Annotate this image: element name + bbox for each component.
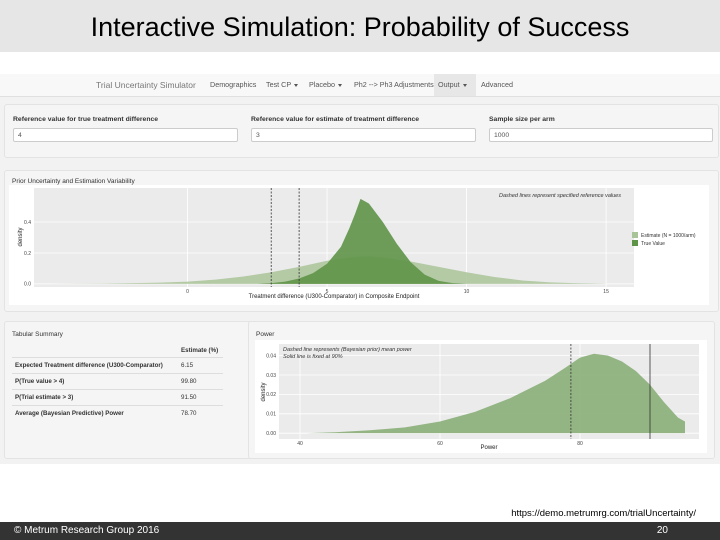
- caret-down-icon: [337, 83, 342, 87]
- true-diff-input[interactable]: 4: [13, 128, 238, 142]
- nav-output[interactable]: Output: [434, 74, 476, 96]
- x-tick-label: 5: [326, 289, 329, 295]
- caret-down-icon: [294, 83, 299, 87]
- prior-annotation: Dashed lines represent specified referen…: [499, 193, 621, 199]
- prior-density-chart: 0 5 10 15 0.0 0.2 0.4 Dashed lines represent s…: [9, 185, 709, 305]
- x-tick-label: 80: [577, 441, 583, 447]
- summary-header-empty: [12, 344, 178, 358]
- power-panel-title: Power: [256, 331, 275, 338]
- slide-title: Interactive Simulation: Probability of S…: [90, 12, 630, 42]
- power-density-chart: 40 60 80 0.00 0.01 0.02 0.03 0.04 Dashed line r…: [255, 340, 707, 453]
- table-row: Average (Bayesian Predictive) Power 78.7…: [12, 405, 223, 421]
- x-tick-label: 10: [464, 289, 470, 295]
- y-tick-label: 0.2: [24, 251, 31, 257]
- legend-swatch-true: [632, 240, 638, 246]
- x-tick-label: 15: [603, 289, 609, 295]
- summary-panel-title: Tabular Summary: [12, 331, 63, 338]
- summary-row-label: P(Trial estimate > 3): [12, 389, 178, 406]
- nav-label: Test CP: [266, 80, 292, 89]
- footer-copyright: © Metrum Research Group 2016: [14, 525, 160, 536]
- power-x-axis-label: Power: [480, 445, 497, 451]
- nav-placebo[interactable]: Placebo: [304, 74, 347, 96]
- slide-title-bar: [0, 0, 720, 52]
- table-row: Expected Treatment difference (U300-Comp…: [12, 357, 223, 374]
- x-tick-label: 0: [186, 289, 189, 295]
- nav-label: Demographics: [210, 80, 257, 89]
- summary-header-estimate: Estimate (%): [178, 344, 223, 358]
- prior-x-axis-label: Treatment difference (U300-Comparator) i…: [249, 294, 420, 300]
- x-tick-label: 40: [297, 441, 303, 447]
- legend-swatch-estimate: [632, 232, 638, 238]
- navbar: Trial Uncertainty Simulator Demographics…: [0, 74, 720, 97]
- x-tick-label: 60: [437, 441, 443, 447]
- summary-row-value: 6.15: [178, 357, 223, 374]
- prior-y-axis-label: density: [18, 227, 24, 246]
- source-url[interactable]: https://demo.metrumrg.com/trialUncertain…: [511, 508, 696, 519]
- summary-row-label: Expected Treatment difference (U300-Comp…: [12, 357, 178, 374]
- nav-advanced[interactable]: Advanced: [476, 74, 518, 96]
- y-tick-label: 0.02: [266, 392, 276, 398]
- app-brand[interactable]: Trial Uncertainty Simulator: [96, 80, 196, 90]
- y-tick-label: 0.04: [266, 353, 276, 359]
- nav-demographics[interactable]: Demographics: [205, 74, 261, 96]
- density-area-series-1: [307, 353, 685, 434]
- summary-row-value: 99.80: [178, 373, 223, 390]
- summary-table: Estimate (%) Expected Treatment differen…: [12, 344, 223, 421]
- true-diff-label: Reference value for true treatment diffe…: [13, 116, 159, 123]
- y-tick-label: 0.01: [266, 412, 276, 418]
- page-number: 20: [656, 525, 668, 536]
- slide-footer: © Metrum Research Group 2016 20: [0, 522, 720, 540]
- y-tick-label: 0.4: [24, 220, 31, 226]
- power-y-axis-label: density: [261, 382, 267, 401]
- y-tick-label: 0.0: [24, 282, 31, 288]
- y-tick-label: 0.03: [266, 373, 276, 379]
- caret-down-icon: [462, 83, 467, 87]
- est-diff-label: Reference value for estimate of treatmen…: [251, 116, 420, 123]
- sample-size-input[interactable]: 1000: [489, 128, 713, 142]
- summary-row-value: 78.70: [178, 405, 223, 421]
- summary-header-row: Estimate (%): [12, 344, 223, 358]
- summary-row-value: 91.50: [178, 389, 223, 406]
- legend-label-estimate: Estimate (N = 1000/arm): [641, 233, 696, 239]
- density-area-series-2: [257, 198, 467, 284]
- power-annotation-1: Dashed line represents (Bayesian prior) …: [283, 347, 413, 353]
- table-row: P(True value > 4) 99.80: [12, 373, 223, 390]
- legend-label-true: True Value: [641, 241, 665, 247]
- nav-label: Placebo: [309, 80, 335, 89]
- nav-label: Output: [438, 80, 460, 89]
- summary-row-label: Average (Bayesian Predictive) Power: [12, 405, 178, 421]
- nav-test-cp[interactable]: Test CP: [261, 74, 303, 96]
- summary-row-label: P(True value > 4): [12, 373, 178, 390]
- y-tick-label: 0.00: [266, 431, 276, 437]
- sample-size-label: Sample size per arm: [489, 116, 555, 123]
- nav-ph2-ph3-adjustments[interactable]: Ph2 --> Ph3 Adjustments: [349, 74, 439, 96]
- inputs-panel: Reference value for true treatment diffe…: [4, 104, 719, 158]
- nav-label: Ph2 --> Ph3 Adjustments: [354, 80, 434, 89]
- nav-label: Advanced: [481, 80, 513, 89]
- prior-panel-title: Prior Uncertainty and Estimation Variabi…: [12, 178, 135, 185]
- table-row: P(Trial estimate > 3) 91.50: [12, 389, 223, 406]
- power-annotation-2: Solid line is fixed at 90%: [283, 354, 343, 360]
- est-diff-input[interactable]: 3: [251, 128, 476, 142]
